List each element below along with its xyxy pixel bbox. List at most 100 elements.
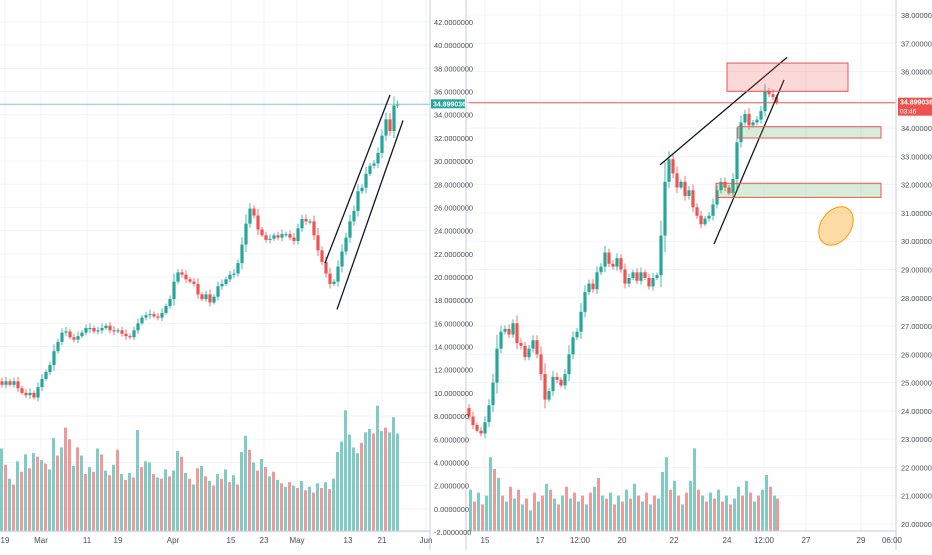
candle-body-1-18 (535, 340, 539, 355)
volume-bar-0-30 (120, 474, 123, 531)
volume-bar-1-51 (673, 480, 676, 531)
volume-bar-0-96 (384, 427, 387, 531)
candle-body-1-51 (667, 159, 671, 182)
volume-bar-0-59 (236, 484, 239, 531)
trendline-lower-right[interactable] (713, 79, 785, 245)
candle-body-0-43 (168, 299, 172, 306)
candle-body-0-83 (328, 273, 332, 284)
volume-bar-0-89 (356, 453, 359, 531)
candle-body-1-49 (659, 235, 663, 276)
candle-body-0-68 (268, 238, 272, 240)
volume-bar-1-11 (513, 498, 516, 531)
trendline-lower-left[interactable] (336, 120, 404, 310)
volume-bar-0-72 (288, 482, 291, 531)
candle-body-0-53 (208, 294, 212, 303)
candle-body-0-14 (52, 351, 56, 366)
volume-bar-1-19 (545, 483, 548, 531)
volume-bar-1-25 (569, 498, 572, 531)
volume-bar-0-95 (380, 431, 383, 531)
candle-body-1-67 (731, 179, 735, 194)
candle-body-0-67 (264, 235, 268, 240)
candle-body-1-15 (523, 345, 527, 358)
volume-bar-1-60 (709, 492, 712, 531)
candle-body-0-40 (156, 316, 160, 318)
candle-body-1-7 (491, 382, 495, 406)
volume-bar-0-3 (12, 484, 15, 531)
candle-body-1-57 (691, 190, 695, 208)
candle-body-1-8 (495, 348, 499, 383)
volume-bar-1-6 (493, 469, 496, 531)
volume-bar-0-44 (176, 450, 179, 531)
volume-bar-0-29 (116, 449, 119, 531)
y-tick-label-1-13: 33.0000000 (901, 152, 932, 161)
volume-bar-0-51 (204, 476, 207, 531)
volume-bar-1-2 (477, 492, 480, 531)
volume-bar-0-46 (184, 472, 187, 531)
y-tick-label-1-4: 24.0000000 (901, 407, 932, 416)
candle-body-0-1 (0, 381, 4, 385)
candle-body-1-56 (687, 190, 691, 196)
volume-bar-1-40 (629, 498, 632, 531)
target-ellipse[interactable] (812, 200, 861, 252)
support-zone-upper[interactable] (737, 126, 882, 139)
y-tick-label-1-3: 23.0000000 (901, 435, 932, 444)
volume-bar-0-94 (376, 405, 379, 531)
resistance-zone[interactable] (726, 62, 849, 92)
y-tick-label-1-17: 37.0000000 (901, 39, 932, 48)
volume-bar-0-42 (168, 476, 171, 531)
volume-bar-1-57 (697, 489, 700, 531)
candle-body-0-55 (216, 286, 220, 297)
candle-body-0-8 (28, 392, 32, 396)
candle-body-0-9 (32, 392, 36, 398)
trendline-upper-left[interactable] (324, 94, 391, 264)
candle-body-1-16 (527, 348, 531, 358)
y-tick-label-0-3: 4.0000000 (434, 458, 469, 467)
candle-body-1-28 (575, 331, 579, 338)
volume-bar-0-33 (132, 477, 135, 531)
candle-body-0-50 (196, 283, 200, 295)
trendline-upper-right[interactable] (659, 56, 788, 166)
candle-body-1-68 (735, 142, 739, 180)
candle-body-1-22 (551, 376, 555, 392)
candle-body-0-63 (248, 208, 252, 224)
volume-bar-0-47 (188, 478, 191, 531)
candle-body-1-4 (479, 430, 483, 434)
candle-body-1-46 (647, 277, 651, 287)
candle-body-0-96 (380, 135, 384, 153)
volume-bar-0-71 (284, 486, 287, 531)
volume-bar-1-70 (749, 492, 752, 531)
candle-body-0-59 (232, 273, 236, 275)
volume-bar-0-23 (92, 471, 95, 531)
volume-bar-0-1 (4, 464, 7, 531)
volume-bar-1-71 (753, 501, 756, 531)
candle-body-1-40 (623, 269, 627, 284)
candle-body-1-6 (487, 405, 491, 423)
volume-bar-0-28 (112, 464, 115, 531)
candle-body-1-13 (515, 323, 519, 344)
volume-bar-1-74 (765, 474, 768, 531)
volume-bar-1-37 (617, 495, 620, 531)
candle-body-1-73 (755, 119, 759, 123)
candle-body-0-22 (84, 328, 88, 333)
y-tick-label-1-12: 32.0000000 (901, 181, 932, 190)
volume-bar-0-26 (104, 470, 107, 531)
volume-bar-1-44 (645, 492, 648, 531)
candle-body-1-50 (663, 181, 667, 236)
x-tick-label-1-2: 12:00 (570, 536, 591, 545)
candle-body-0-65 (256, 215, 260, 230)
volume-bar-1-49 (665, 457, 668, 531)
support-zone-lower[interactable] (715, 182, 882, 198)
volume-bar-0-83 (332, 478, 335, 531)
y-tick-label-0-7: 12.0000000 (434, 366, 473, 375)
candle-body-0-13 (48, 365, 52, 373)
volume-bar-0-69 (276, 479, 279, 531)
candle-body-1-14 (519, 343, 523, 346)
volume-bar-0-68 (272, 471, 275, 531)
candle-body-0-82 (324, 261, 328, 274)
volume-bar-0-85 (340, 441, 343, 531)
volume-bar-1-55 (689, 480, 692, 531)
volume-bar-0-61 (244, 435, 247, 531)
candle-body-0-18 (68, 331, 72, 338)
drawings[interactable] (324, 56, 882, 310)
